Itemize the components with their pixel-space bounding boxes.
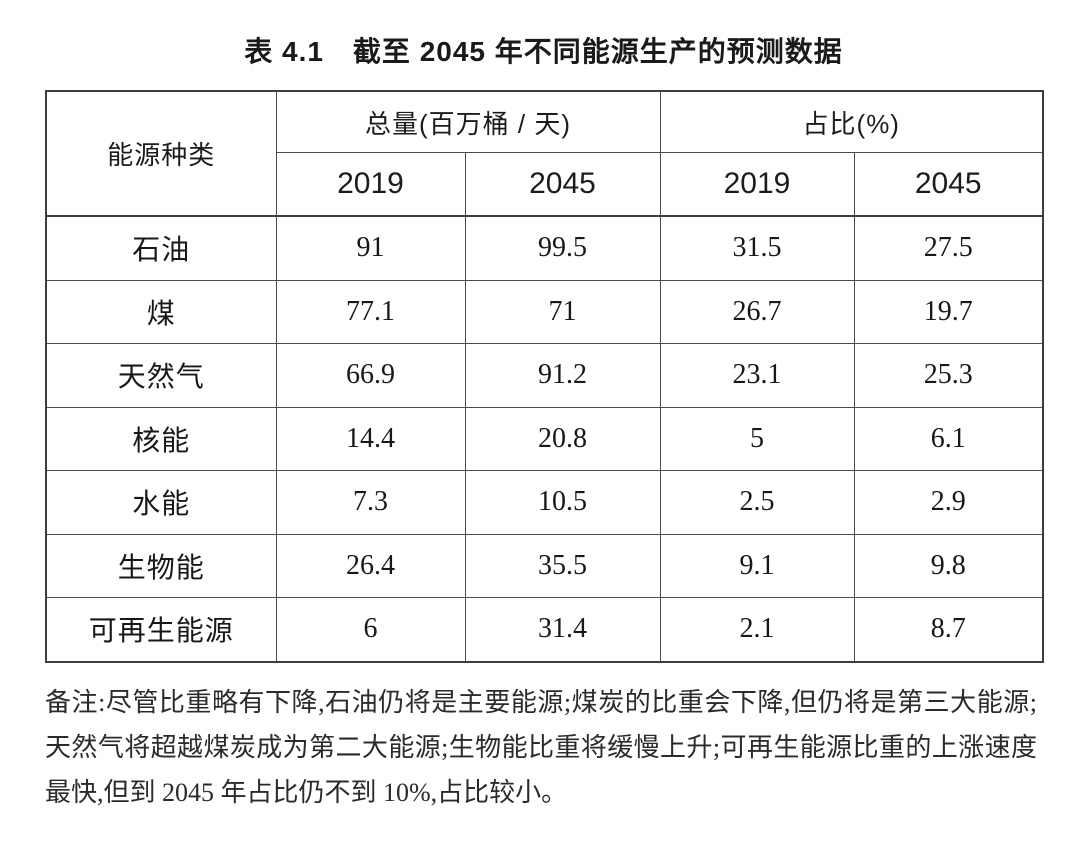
cell-energy-name: 天然气 — [45, 343, 277, 408]
table-row: 核能 14.4 20.8 5 6.1 — [45, 406, 1044, 471]
cell-share-2045: 25.3 — [853, 343, 1044, 408]
cell-share-2045: 8.7 — [853, 597, 1044, 662]
cell-share-2019: 5 — [659, 406, 855, 471]
cell-total-2045: 35.5 — [464, 533, 661, 598]
table-header: 能源种类 总量(百万桶 / 天) 占比(%) 2019 2045 2019 20… — [45, 90, 1044, 217]
header-total-2045: 2045 — [464, 152, 661, 217]
table-row: 水能 7.3 10.5 2.5 2.9 — [45, 470, 1044, 535]
document-page: 表 4.1 截至 2045 年不同能源生产的预测数据 能源种类 总量(百万桶 /… — [0, 30, 1080, 845]
cell-total-2019: 6 — [275, 597, 466, 662]
cell-total-2045: 10.5 — [464, 470, 661, 535]
header-group-row: 能源种类 总量(百万桶 / 天) 占比(%) — [45, 90, 1044, 217]
cell-energy-name: 核能 — [45, 406, 277, 471]
table-row: 煤 77.1 71 26.7 19.7 — [45, 279, 1044, 344]
cell-energy-name: 生物能 — [45, 533, 277, 598]
header-energy-type: 能源种类 — [45, 90, 277, 217]
header-share-2045: 2045 — [853, 152, 1044, 217]
cell-total-2045: 31.4 — [464, 597, 661, 662]
cell-share-2045: 2.9 — [853, 470, 1044, 535]
cell-share-2019: 31.5 — [659, 215, 855, 281]
table-row: 生物能 26.4 35.5 9.1 9.8 — [45, 533, 1044, 598]
cell-energy-name: 可再生能源 — [45, 597, 277, 662]
table-row: 天然气 66.9 91.2 23.1 25.3 — [45, 343, 1044, 408]
header-group-share: 占比(%) — [659, 90, 1044, 153]
cell-total-2019: 91 — [275, 215, 466, 281]
table-caption: 表 4.1 截至 2045 年不同能源生产的预测数据 — [244, 36, 843, 67]
cell-total-2019: 66.9 — [275, 343, 466, 408]
header-share-2019: 2019 — [659, 152, 855, 217]
cell-share-2019: 23.1 — [659, 343, 855, 408]
cell-energy-name: 水能 — [45, 470, 277, 535]
cell-total-2019: 7.3 — [275, 470, 466, 535]
cell-share-2019: 9.1 — [659, 533, 855, 598]
cell-total-2045: 71 — [464, 279, 661, 344]
cell-total-2019: 26.4 — [275, 533, 466, 598]
cell-share-2019: 26.7 — [659, 279, 855, 344]
cell-share-2045: 27.5 — [853, 215, 1044, 281]
cell-total-2019: 14.4 — [275, 406, 466, 471]
header-group-total: 总量(百万桶 / 天) — [275, 90, 661, 153]
table-row: 可再生能源 6 31.4 2.1 8.7 — [45, 597, 1044, 662]
cell-total-2045: 20.8 — [464, 406, 661, 471]
table-row: 石油 91 99.5 31.5 27.5 — [45, 215, 1044, 281]
cell-total-2045: 99.5 — [464, 215, 661, 281]
table-note: 备注:尽管比重略有下降,石油仍将是主要能源;煤炭的比重会下降,但仍将是第三大能源… — [45, 687, 1037, 807]
cell-total-2019: 77.1 — [275, 279, 466, 344]
energy-forecast-table: 能源种类 总量(百万桶 / 天) 占比(%) 2019 2045 2019 20… — [45, 90, 1044, 663]
table-body: 石油 91 99.5 31.5 27.5 煤 77.1 71 26.7 19.7… — [45, 215, 1044, 662]
cell-share-2019: 2.5 — [659, 470, 855, 535]
cell-total-2045: 91.2 — [464, 343, 661, 408]
cell-share-2019: 2.1 — [659, 597, 855, 662]
cell-energy-name: 煤 — [45, 279, 277, 344]
cell-share-2045: 9.8 — [853, 533, 1044, 598]
header-total-2019: 2019 — [275, 152, 466, 217]
cell-share-2045: 19.7 — [853, 279, 1044, 344]
cell-energy-name: 石油 — [45, 215, 277, 281]
cell-share-2045: 6.1 — [853, 406, 1044, 471]
